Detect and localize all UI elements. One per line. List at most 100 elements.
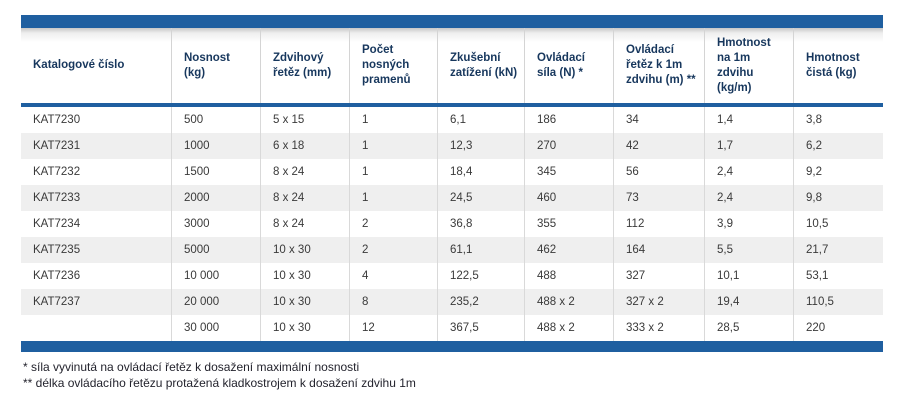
spec-table: Katalogové číslo Nosnost (kg) Zdvihový řet…: [21, 15, 883, 391]
table-cell: 10 000: [171, 263, 260, 289]
table-cell: 327 x 2: [613, 289, 704, 315]
header-cell: Katalogové číslo: [33, 59, 125, 71]
header-cell: Nosnost (kg): [171, 28, 260, 103]
footnote-line: ** délka ovládacího řetězu protažená kla…: [23, 376, 416, 390]
table-body: KAT7230 500 5 x 15 1 6,1 186 34 1,4 3,8 KAT7231 10…: [21, 107, 883, 341]
table-row: KAT7233 2000 8 x 24 1 24,5 460 73 2,4 9,8: [21, 185, 883, 211]
table-cell: 12,3: [437, 133, 524, 159]
table-row: 30 000 10 x 30 12 367,5 488 x 2 333 x 2 28,5 22…: [21, 315, 883, 341]
table-row: KAT7231 1000 6 x 18 1 12,3 270 42 1,7 6,2: [21, 133, 883, 159]
table-cell: 2000: [171, 185, 260, 211]
table-cell: 122,5: [437, 263, 524, 289]
table-cell: 20 000: [171, 289, 260, 315]
header-divider: [21, 103, 883, 107]
table-header-row: Katalogové číslo Nosnost (kg) Zdvihový řet…: [21, 28, 883, 103]
table-cell: KAT7237: [33, 296, 81, 308]
table-cell: 1000: [171, 133, 260, 159]
table-cell: 270: [524, 133, 613, 159]
table-cell: 6,1: [437, 107, 524, 133]
table-cell: 488 x 2: [524, 289, 613, 315]
table-cell: 3,8: [793, 107, 883, 133]
table-cell: 112: [613, 211, 704, 237]
table-row: KAT7232 1500 8 x 24 1 18,4 345 56 2,4 9,2: [21, 159, 883, 185]
table-cell: 36,8: [437, 211, 524, 237]
table-cell: 5 x 15: [260, 107, 349, 133]
table-row: KAT7235 5000 10 x 30 2 61,1 462 164 5,5 21,7: [21, 237, 883, 263]
table-cell: 12: [349, 315, 437, 341]
table-cell: 1: [349, 185, 437, 211]
table-cell: 61,1: [437, 237, 524, 263]
table-row: KAT7234 3000 8 x 24 2 36,8 355 112 3,9 10,5: [21, 211, 883, 237]
table-cell: 235,2: [437, 289, 524, 315]
table-cell: 367,5: [437, 315, 524, 341]
table-cell: 488 x 2: [524, 315, 613, 341]
table-cell: 10 x 30: [260, 263, 349, 289]
table-cell: 460: [524, 185, 613, 211]
table-cell: 34: [613, 107, 704, 133]
table-cell: 5,5: [704, 237, 793, 263]
table-cell: 1: [349, 159, 437, 185]
table-cell: 1: [349, 107, 437, 133]
footnotes: * síla vyvinutá na ovládací řetěz k dosa…: [21, 359, 883, 391]
header-cell: Ovládací síla (N) *: [524, 28, 613, 103]
table-row: KAT7237 20 000 10 x 30 8 235,2 488 x 2 327 x 2…: [21, 289, 883, 315]
table-cell: 164: [613, 237, 704, 263]
table-cell: 5000: [171, 237, 260, 263]
table-row: KAT7230 500 5 x 15 1 6,1 186 34 1,4 3,8: [21, 107, 883, 133]
table-cell: 9,8: [793, 185, 883, 211]
table-top-bar: [21, 15, 883, 28]
table-cell: 1500: [171, 159, 260, 185]
table-cell: 9,2: [793, 159, 883, 185]
table-cell: 1,4: [704, 107, 793, 133]
table-cell: 4: [349, 263, 437, 289]
table-cell: 355: [524, 211, 613, 237]
table-cell: [21, 315, 171, 341]
table-cell: 220: [793, 315, 883, 341]
table-cell: KAT7230: [33, 114, 81, 126]
header-cell: Zdvihový řetěz (mm): [260, 28, 349, 103]
table-cell: 10,1: [704, 263, 793, 289]
table-cell: 56: [613, 159, 704, 185]
table-cell: 30 000: [171, 315, 260, 341]
table-cell: KAT7232: [33, 166, 81, 178]
header-cell: Zkušební zatížení (kN): [437, 28, 524, 103]
table-cell: 21,7: [793, 237, 883, 263]
table-cell: KAT7233: [33, 192, 81, 204]
table-cell: 8: [349, 289, 437, 315]
table-cell: 8 x 24: [260, 211, 349, 237]
table-cell: 8 x 24: [260, 185, 349, 211]
table-cell: 10 x 30: [260, 237, 349, 263]
table-cell: 24,5: [437, 185, 524, 211]
table-cell: 73: [613, 185, 704, 211]
table-cell: 10 x 30: [260, 289, 349, 315]
table-cell: 1: [349, 133, 437, 159]
table-cell: 10 x 30: [260, 315, 349, 341]
table-cell: 345: [524, 159, 613, 185]
table-cell: 18,4: [437, 159, 524, 185]
table-cell: 186: [524, 107, 613, 133]
table-cell: 10,5: [793, 211, 883, 237]
table-cell: 488: [524, 263, 613, 289]
table-cell: KAT7235: [33, 244, 81, 256]
table-cell: 6,2: [793, 133, 883, 159]
table-cell: KAT7236: [33, 270, 81, 282]
header-cell: Ovládací řetěz k 1m zdvihu (m) **: [613, 28, 704, 103]
table-cell: 8 x 24: [260, 159, 349, 185]
table-cell: 3000: [171, 211, 260, 237]
table-cell: 500: [171, 107, 260, 133]
table-cell: 19,4: [704, 289, 793, 315]
header-cell: Počet nosných pramenů: [349, 28, 437, 103]
table-cell: KAT7234: [33, 218, 81, 230]
table-cell: 2,4: [704, 185, 793, 211]
table-cell: 6 x 18: [260, 133, 349, 159]
table-row: KAT7236 10 000 10 x 30 4 122,5 488 327 10,1 53,1: [21, 263, 883, 289]
table-cell: 2: [349, 211, 437, 237]
table-cell: KAT7231: [33, 140, 81, 152]
header-cell: Hmotnost čistá (kg): [793, 28, 883, 103]
table-cell: 110,5: [793, 289, 883, 315]
table-cell: 28,5: [704, 315, 793, 341]
table-cell: 327: [613, 263, 704, 289]
header-cell: Hmotnost na 1m zdvihu (kg/m): [704, 28, 793, 103]
table-cell: 42: [613, 133, 704, 159]
